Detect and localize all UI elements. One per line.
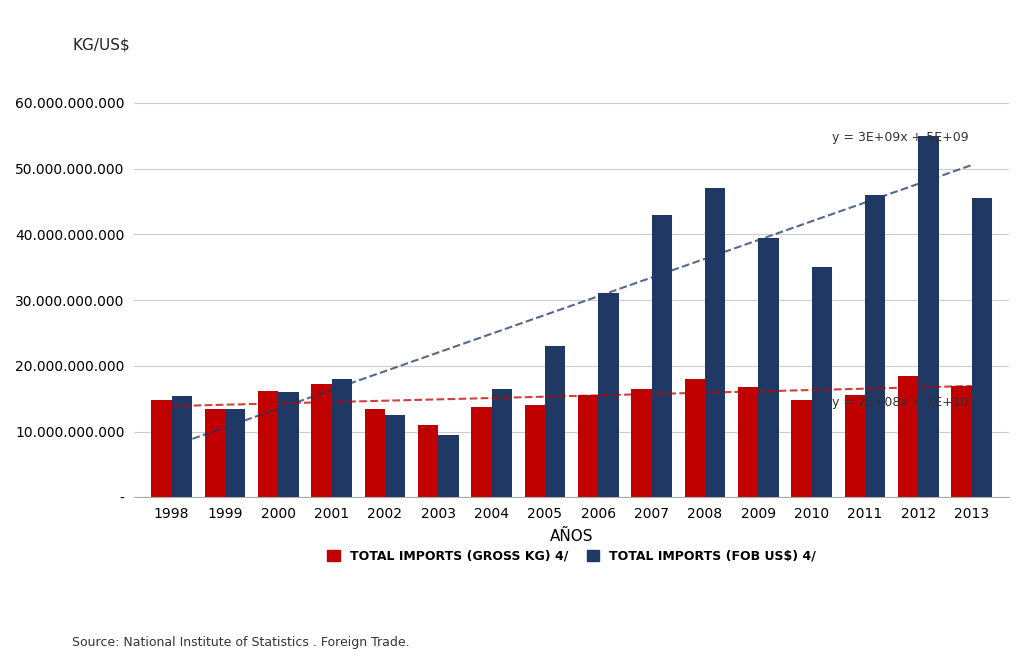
Bar [812,267,831,497]
Bar [225,409,245,497]
Bar [578,396,598,497]
Bar [438,435,459,497]
Bar [705,188,725,497]
Bar [865,195,886,497]
Bar [598,293,618,497]
Bar [172,396,191,497]
Bar [759,237,778,497]
Text: y = 3E+09x + 5E+09: y = 3E+09x + 5E+09 [833,131,969,144]
X-axis label: AÑOS: AÑOS [550,529,593,544]
Bar [545,346,565,497]
Text: Source: National Institute of Statistics . Foreign Trade.: Source: National Institute of Statistics… [72,636,410,649]
Bar [972,198,992,497]
Bar [205,409,225,497]
Bar [365,409,385,497]
Bar [738,388,759,497]
Bar [492,389,512,497]
Bar [951,386,972,497]
Legend: TOTAL IMPORTS (GROSS KG) 4/, TOTAL IMPORTS (FOB US$) 4/: TOTAL IMPORTS (GROSS KG) 4/, TOTAL IMPOR… [323,545,821,568]
Bar [845,395,865,497]
Bar [685,379,705,497]
Bar [279,392,299,497]
Bar [418,425,438,497]
Bar [524,405,545,497]
Text: KG/US$: KG/US$ [73,38,131,52]
Bar [792,400,812,497]
Bar [152,400,172,497]
Bar [898,376,919,497]
Bar [385,415,406,497]
Bar [332,379,352,497]
Bar [258,391,279,497]
Text: y = 2E+08x + 1E+10: y = 2E+08x + 1E+10 [833,396,969,409]
Bar [632,389,651,497]
Bar [919,136,939,497]
Bar [311,384,332,497]
Bar [471,407,492,497]
Bar [651,215,672,497]
